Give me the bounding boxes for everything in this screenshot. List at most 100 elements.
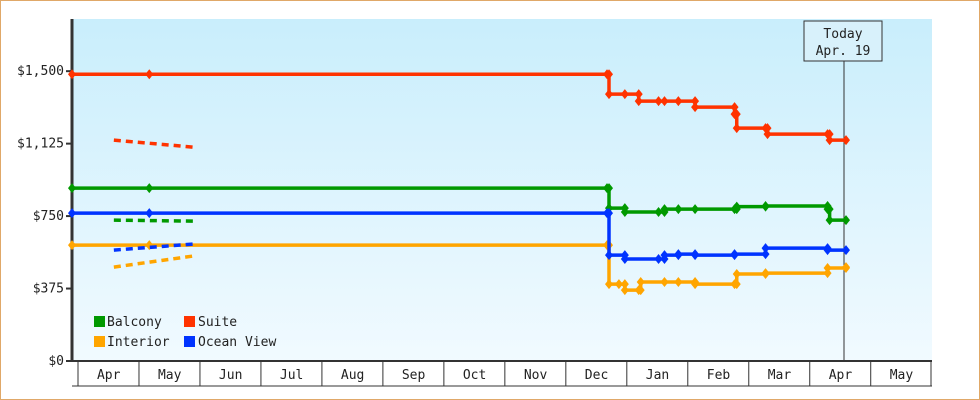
today-box xyxy=(803,20,883,62)
data-point xyxy=(825,135,834,146)
data-point xyxy=(732,279,741,290)
data-point xyxy=(145,208,154,219)
data-point xyxy=(825,204,834,215)
legend-swatch-balcony xyxy=(94,316,105,327)
data-point xyxy=(674,96,683,107)
data-point xyxy=(691,279,700,290)
data-point xyxy=(825,215,834,226)
today-label: Today xyxy=(823,27,862,42)
data-point xyxy=(145,69,154,80)
series-balcony xyxy=(68,183,850,226)
y-axis: $0 $375 $750 $1,125 $1,500 xyxy=(17,19,74,369)
y-tick-label: $750 xyxy=(33,209,64,224)
x-tick-label: Mar xyxy=(768,368,792,383)
data-point xyxy=(605,183,614,194)
x-tick-label: Apr xyxy=(829,368,853,383)
data-point xyxy=(691,204,700,215)
data-point xyxy=(605,89,614,100)
plot-area xyxy=(72,19,932,361)
data-point xyxy=(842,245,850,256)
x-axis: Apr May Jun Jul Aug Sep Oct Nov Dec Jan Feb Mar Apr M… xyxy=(72,360,932,387)
data-point xyxy=(660,204,669,215)
legend-label-interior: Interior xyxy=(107,335,170,350)
data-point xyxy=(605,69,614,80)
legend-swatch-suite xyxy=(184,316,195,327)
data-point xyxy=(691,250,700,261)
y-tick-label: $0 xyxy=(48,354,64,369)
data-point xyxy=(732,123,741,134)
y-tick-label: $1,125 xyxy=(17,137,64,152)
forecast-line xyxy=(113,254,194,269)
today-date: Apr. 19 xyxy=(816,44,871,59)
x-tick-label: Apr xyxy=(97,368,121,383)
data-point xyxy=(761,268,770,279)
data-point xyxy=(634,96,643,107)
data-point xyxy=(732,109,741,120)
data-point xyxy=(674,249,683,260)
data-point xyxy=(68,183,76,194)
data-point xyxy=(654,96,663,107)
data-point xyxy=(823,268,832,279)
x-tick-label: May xyxy=(158,368,182,383)
legend-swatch-interior xyxy=(94,336,105,347)
x-tick-label: Sep xyxy=(402,368,426,383)
data-point xyxy=(842,262,850,273)
data-point xyxy=(763,129,772,140)
data-point xyxy=(761,243,770,254)
data-point xyxy=(763,123,772,134)
data-point xyxy=(761,249,770,260)
data-point xyxy=(732,201,741,212)
forecast-line xyxy=(113,218,193,223)
x-tick-label: Jun xyxy=(219,368,242,383)
forecast-line xyxy=(113,138,194,149)
data-point xyxy=(691,102,700,113)
legend-label-balcony: Balcony xyxy=(107,315,162,330)
data-point xyxy=(823,245,832,256)
data-point xyxy=(732,269,741,280)
data-point xyxy=(654,207,663,218)
x-tick-label: Dec xyxy=(585,368,608,383)
x-tick-label: Oct xyxy=(463,368,486,383)
series-suite xyxy=(68,69,850,149)
data-point xyxy=(620,285,629,296)
data-point xyxy=(68,208,76,219)
series-ocean-view xyxy=(68,208,850,264)
data-point xyxy=(68,69,76,80)
data-point xyxy=(620,253,629,264)
data-point xyxy=(660,250,669,261)
data-point xyxy=(823,263,832,274)
legend: Balcony Suite Interior Ocean View xyxy=(94,315,276,350)
data-point xyxy=(620,89,629,100)
data-point xyxy=(761,201,770,212)
data-point xyxy=(825,129,834,140)
x-tick-label: Aug xyxy=(341,368,364,383)
data-point xyxy=(660,96,669,107)
data-point xyxy=(636,285,645,296)
data-point xyxy=(634,89,643,100)
legend-label-ocean-view: Ocean View xyxy=(198,335,276,350)
data-point xyxy=(145,183,154,194)
x-tick-label: Jul xyxy=(280,368,303,383)
x-tick-label: Feb xyxy=(707,368,731,383)
data-point xyxy=(605,279,614,290)
data-point xyxy=(605,250,614,261)
x-tick-label: Nov xyxy=(524,368,548,383)
forecast-line xyxy=(113,242,194,252)
legend-swatch-ocean-view xyxy=(184,336,195,347)
data-point xyxy=(620,207,629,218)
series-line xyxy=(72,243,848,292)
data-point xyxy=(636,276,645,287)
data-point xyxy=(730,249,739,260)
data-point xyxy=(68,240,76,251)
data-point xyxy=(842,135,850,146)
x-tick-label: Jan xyxy=(646,368,669,383)
data-point xyxy=(620,279,629,290)
y-tick-label: $375 xyxy=(33,282,64,297)
data-point xyxy=(660,276,669,287)
data-point xyxy=(842,215,850,226)
today-marker: Today Apr. 19 xyxy=(803,20,883,361)
data-point xyxy=(674,204,683,215)
data-point xyxy=(605,208,614,219)
